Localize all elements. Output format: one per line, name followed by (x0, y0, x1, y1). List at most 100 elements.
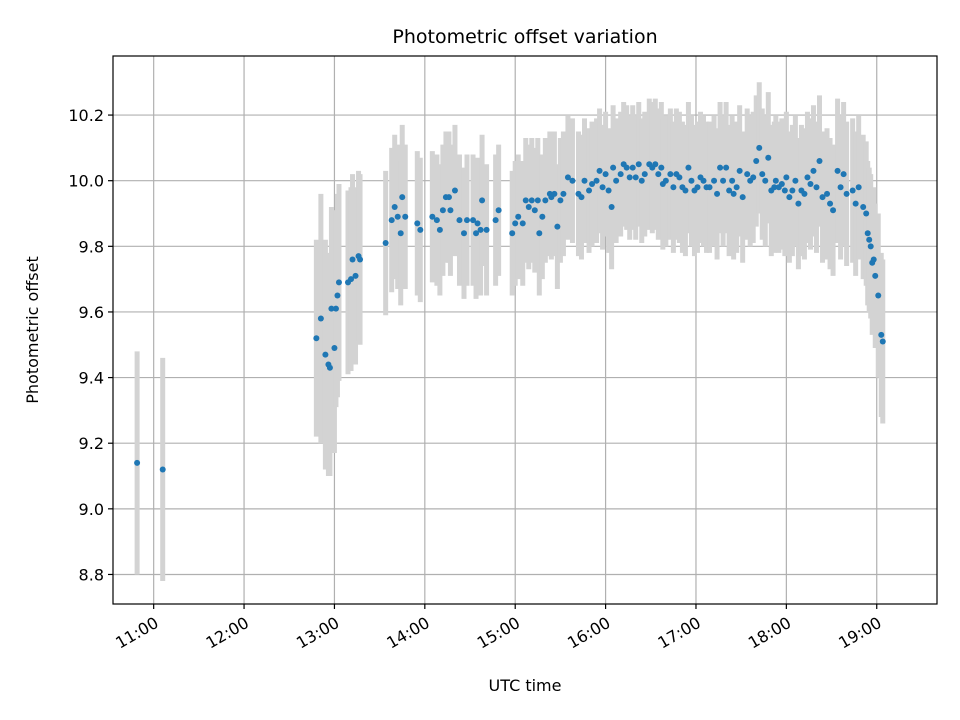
data-point (599, 184, 606, 191)
data-point (723, 164, 730, 171)
data-point (557, 197, 564, 204)
data-point (473, 230, 480, 237)
data-point (714, 190, 721, 197)
data-point (534, 197, 541, 204)
data-points (134, 144, 886, 473)
data-point (554, 223, 561, 230)
y-tick-label: 9.6 (79, 303, 104, 322)
data-point (626, 174, 633, 181)
data-point (394, 213, 401, 220)
data-point (870, 256, 877, 263)
data-point (399, 194, 406, 201)
data-point (676, 174, 683, 181)
data-point (736, 167, 743, 174)
data-point (753, 158, 760, 165)
data-point (759, 171, 766, 178)
data-point (564, 174, 571, 181)
data-point (658, 164, 665, 171)
data-point (495, 207, 502, 214)
data-point (391, 203, 398, 210)
data-point (756, 144, 763, 151)
data-point (864, 230, 871, 237)
data-point (824, 190, 831, 197)
data-point (726, 187, 733, 194)
data-point (744, 171, 751, 178)
data-point (807, 180, 814, 187)
data-point (522, 197, 529, 204)
data-point (837, 184, 844, 191)
data-point (711, 177, 718, 184)
data-point (783, 174, 790, 181)
data-point (332, 305, 339, 312)
data-point (866, 236, 873, 243)
data-point (610, 164, 617, 171)
data-point (470, 217, 477, 224)
data-point (641, 171, 648, 178)
data-point (593, 177, 600, 184)
data-point (667, 171, 674, 178)
data-point (331, 345, 338, 352)
y-tick-label: 9.0 (79, 500, 104, 519)
data-point (542, 197, 549, 204)
data-point (539, 213, 546, 220)
data-point (334, 292, 341, 299)
data-point (875, 292, 882, 299)
data-point (602, 171, 609, 178)
data-point (762, 177, 769, 184)
data-point (819, 194, 826, 201)
data-point (739, 194, 746, 201)
data-point (460, 230, 467, 237)
data-point (827, 200, 834, 207)
data-point (589, 180, 596, 187)
data-point (560, 190, 567, 197)
data-point (792, 177, 799, 184)
data-point (578, 194, 585, 201)
data-point (843, 190, 850, 197)
data-point (655, 171, 662, 178)
data-point (786, 194, 793, 201)
data-point (322, 351, 329, 358)
data-point (813, 184, 820, 191)
y-tick-label: 10.0 (68, 172, 104, 191)
data-point (569, 177, 576, 184)
data-point (335, 279, 342, 286)
data-point (515, 213, 522, 220)
data-point (509, 230, 516, 237)
data-point (414, 220, 421, 227)
data-point (804, 174, 811, 181)
data-point (451, 187, 458, 194)
data-point (551, 190, 558, 197)
x-axis-label: UTC time (489, 676, 562, 695)
data-point (417, 226, 424, 233)
y-axis-label: Photometric offset (23, 256, 42, 404)
data-point (581, 177, 588, 184)
data-point (464, 217, 471, 224)
data-point (608, 203, 615, 210)
data-point (357, 256, 364, 263)
data-point (834, 167, 841, 174)
data-point (352, 272, 359, 279)
data-point (629, 164, 636, 171)
y-tick-label: 9.4 (79, 369, 104, 388)
data-point (388, 217, 395, 224)
data-point (872, 272, 879, 279)
data-point (860, 203, 867, 210)
data-point (863, 210, 870, 217)
data-point (326, 364, 333, 371)
data-point (781, 187, 788, 194)
data-point (586, 187, 593, 194)
y-tick-label: 9.8 (79, 237, 104, 256)
data-point (436, 226, 443, 233)
data-point (700, 177, 707, 184)
data-point (477, 226, 484, 233)
data-point (830, 207, 837, 214)
data-point (750, 174, 757, 181)
data-point (706, 184, 713, 191)
y-tick-label: 9.2 (79, 434, 104, 453)
data-point (733, 184, 740, 191)
y-axis-ticks: 8.8 9.0 9.2 9.4 9.6 9.8 10.0 10.2 (68, 106, 113, 584)
data-point (771, 184, 778, 191)
data-point (717, 164, 724, 171)
data-point (840, 171, 847, 178)
